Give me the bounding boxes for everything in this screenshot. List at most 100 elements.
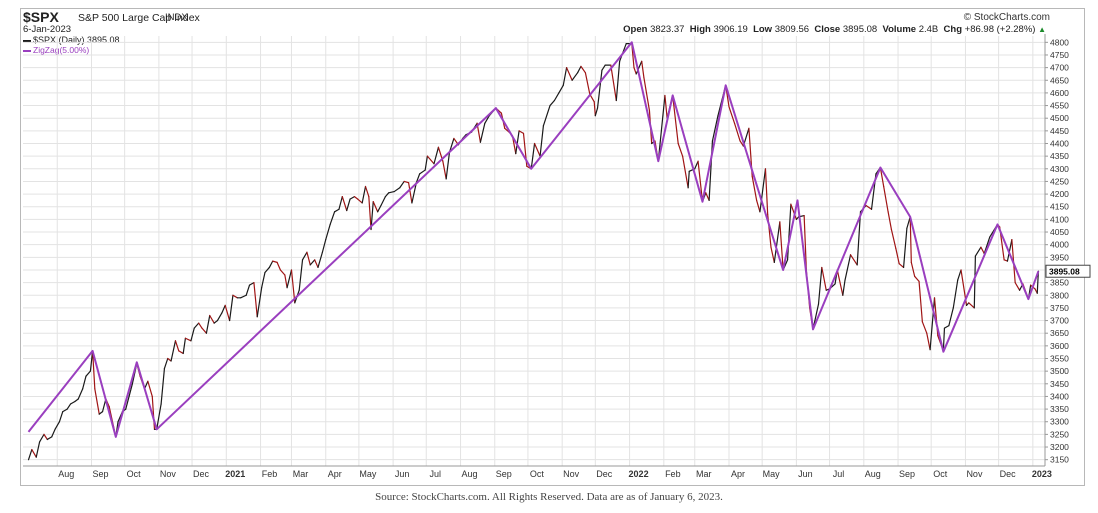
y-tick-label: 4350 <box>1050 151 1069 161</box>
price-segment <box>902 227 908 269</box>
x-tick-label: Aug <box>462 469 478 479</box>
price-segment <box>349 196 356 200</box>
price-segment <box>58 411 64 423</box>
price-segment <box>577 65 582 74</box>
price-segment <box>92 350 96 390</box>
price-segment <box>484 115 490 124</box>
index-name: S&P 500 Large Cap Index <box>78 12 200 24</box>
price-segment <box>879 166 885 188</box>
price-segment <box>38 433 45 443</box>
price-segment <box>751 175 758 202</box>
price-segment <box>240 294 247 299</box>
price-segment <box>253 282 258 318</box>
price-segment <box>442 160 447 180</box>
price-segment <box>921 321 928 334</box>
price-segment <box>584 72 591 95</box>
axis-layer: 3150 3200 3250 3300 3350 3400 3450 3500 3550 3600… <box>23 34 1091 479</box>
price-segment <box>844 254 852 281</box>
price-segment <box>178 350 184 355</box>
close-label: Close <box>814 24 841 35</box>
price-segment <box>290 269 296 304</box>
price-segment <box>298 259 304 291</box>
x-tick-label: Jul <box>430 469 442 479</box>
price-segment <box>216 312 223 322</box>
price-segment <box>94 388 100 415</box>
price-segment <box>926 332 931 351</box>
zigzag-line <box>27 41 1040 438</box>
y-tick-label: 3200 <box>1050 442 1069 452</box>
price-segment <box>565 67 573 81</box>
price-segment <box>895 247 900 265</box>
chg-up-arrow-icon: ▲ <box>1038 25 1046 34</box>
price-segment <box>687 170 690 189</box>
price-segment <box>739 140 744 147</box>
price-segment <box>384 192 390 198</box>
price-segment <box>170 340 177 362</box>
price-segment <box>341 196 348 212</box>
y-tick-label: 4300 <box>1050 164 1069 174</box>
price-segment <box>836 269 844 296</box>
price-segment <box>182 337 187 355</box>
price-segment <box>85 370 91 377</box>
y-tick-label: 4050 <box>1050 227 1069 237</box>
price-segment <box>321 239 327 253</box>
price-segment <box>27 448 33 461</box>
price-segment <box>306 251 311 266</box>
x-tick-label: Mar <box>696 469 712 479</box>
legend-zigzag-swatch <box>23 49 31 52</box>
x-tick-label: May <box>763 469 781 479</box>
price-segment <box>407 182 413 204</box>
price-segment <box>898 263 905 269</box>
x-tick-label: Feb <box>665 469 681 479</box>
y-tick-label: 4500 <box>1050 113 1069 123</box>
x-tick-label: Oct <box>530 469 545 479</box>
price-segment <box>403 180 410 184</box>
y-tick-label: 3450 <box>1050 379 1069 389</box>
price-segment <box>205 314 211 334</box>
price-segment <box>393 187 401 193</box>
price-segment <box>317 251 324 269</box>
price-segment <box>256 287 263 318</box>
x-tick-label: Nov <box>966 469 983 479</box>
price-segment <box>125 395 130 410</box>
price-segment <box>377 204 382 213</box>
price-segment <box>98 411 104 415</box>
ohlc-readout: Open 3823.37 High 3906.19 Low 3809.56 Cl… <box>623 24 1046 35</box>
price-segment <box>615 60 621 102</box>
price-segment <box>361 185 367 204</box>
price-segment <box>694 160 699 170</box>
y-tick-label: 3700 <box>1050 316 1069 326</box>
price-segment <box>69 400 76 405</box>
price-segment <box>372 201 379 213</box>
x-tick-label: Oct <box>127 469 142 479</box>
price-segment <box>424 155 428 171</box>
x-tick-label: Aug <box>58 469 74 479</box>
price-segment <box>790 203 798 220</box>
price-segment <box>948 307 954 327</box>
price-segment <box>82 375 87 390</box>
chg-label: Chg <box>943 24 963 35</box>
price-segment <box>77 388 84 400</box>
price-segment <box>213 319 219 324</box>
price-segment <box>672 94 679 145</box>
price-segment <box>388 190 395 194</box>
y-tick-label: 3650 <box>1050 328 1069 338</box>
price-segment <box>974 246 982 257</box>
price-segment <box>201 327 208 334</box>
price-segment <box>264 266 270 274</box>
price-segment <box>160 368 166 405</box>
price-segment <box>284 274 288 289</box>
price-segment <box>530 142 536 170</box>
price-segment <box>883 185 889 213</box>
price-segment <box>353 196 359 200</box>
x-tick-label: Apr <box>328 469 342 479</box>
price-segment <box>445 151 451 180</box>
y-tick-label: 4700 <box>1050 63 1069 73</box>
price-segment <box>209 314 215 324</box>
price-segment <box>580 65 586 74</box>
price-segment <box>635 60 643 75</box>
x-tick-label: Aug <box>865 469 881 479</box>
price-segment <box>593 101 596 117</box>
price-segment <box>314 259 319 269</box>
last-price-tag <box>1045 264 1091 278</box>
